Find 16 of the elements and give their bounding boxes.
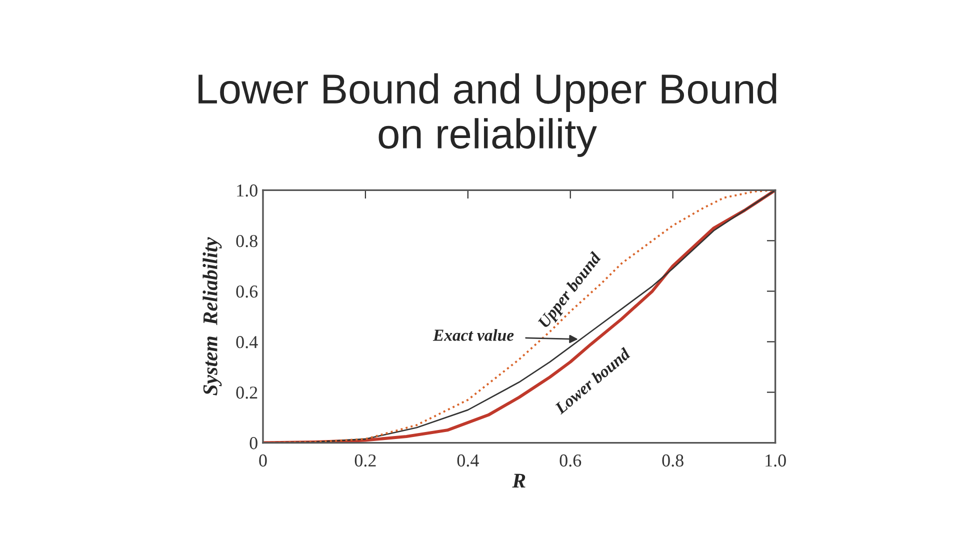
- y-axis-title: System Reliability: [202, 237, 222, 396]
- annotation: Exact value: [432, 329, 514, 341]
- x-tick-label: 1.0: [766, 454, 786, 467]
- x-tick-label: 0: [259, 454, 267, 467]
- x-tick-label: 0.4: [457, 454, 479, 467]
- x-tick-label: 0.2: [354, 454, 376, 467]
- x-tick-label: 0.6: [560, 454, 582, 467]
- y-tick-label: 0: [250, 437, 258, 450]
- x-axis-title: R: [512, 474, 526, 488]
- y-tick-label: 0.4: [236, 336, 258, 348]
- y-tick-label: 0.2: [236, 386, 258, 399]
- chart-title: Lower Bound and Upper Bound on reliability: [198, 73, 776, 157]
- y-tick-label: 0.8: [236, 234, 258, 248]
- y-tick-label: 1.0: [237, 184, 258, 197]
- x-tick-label: 0.8: [662, 454, 684, 467]
- y-tick-label: 0.6: [236, 285, 258, 298]
